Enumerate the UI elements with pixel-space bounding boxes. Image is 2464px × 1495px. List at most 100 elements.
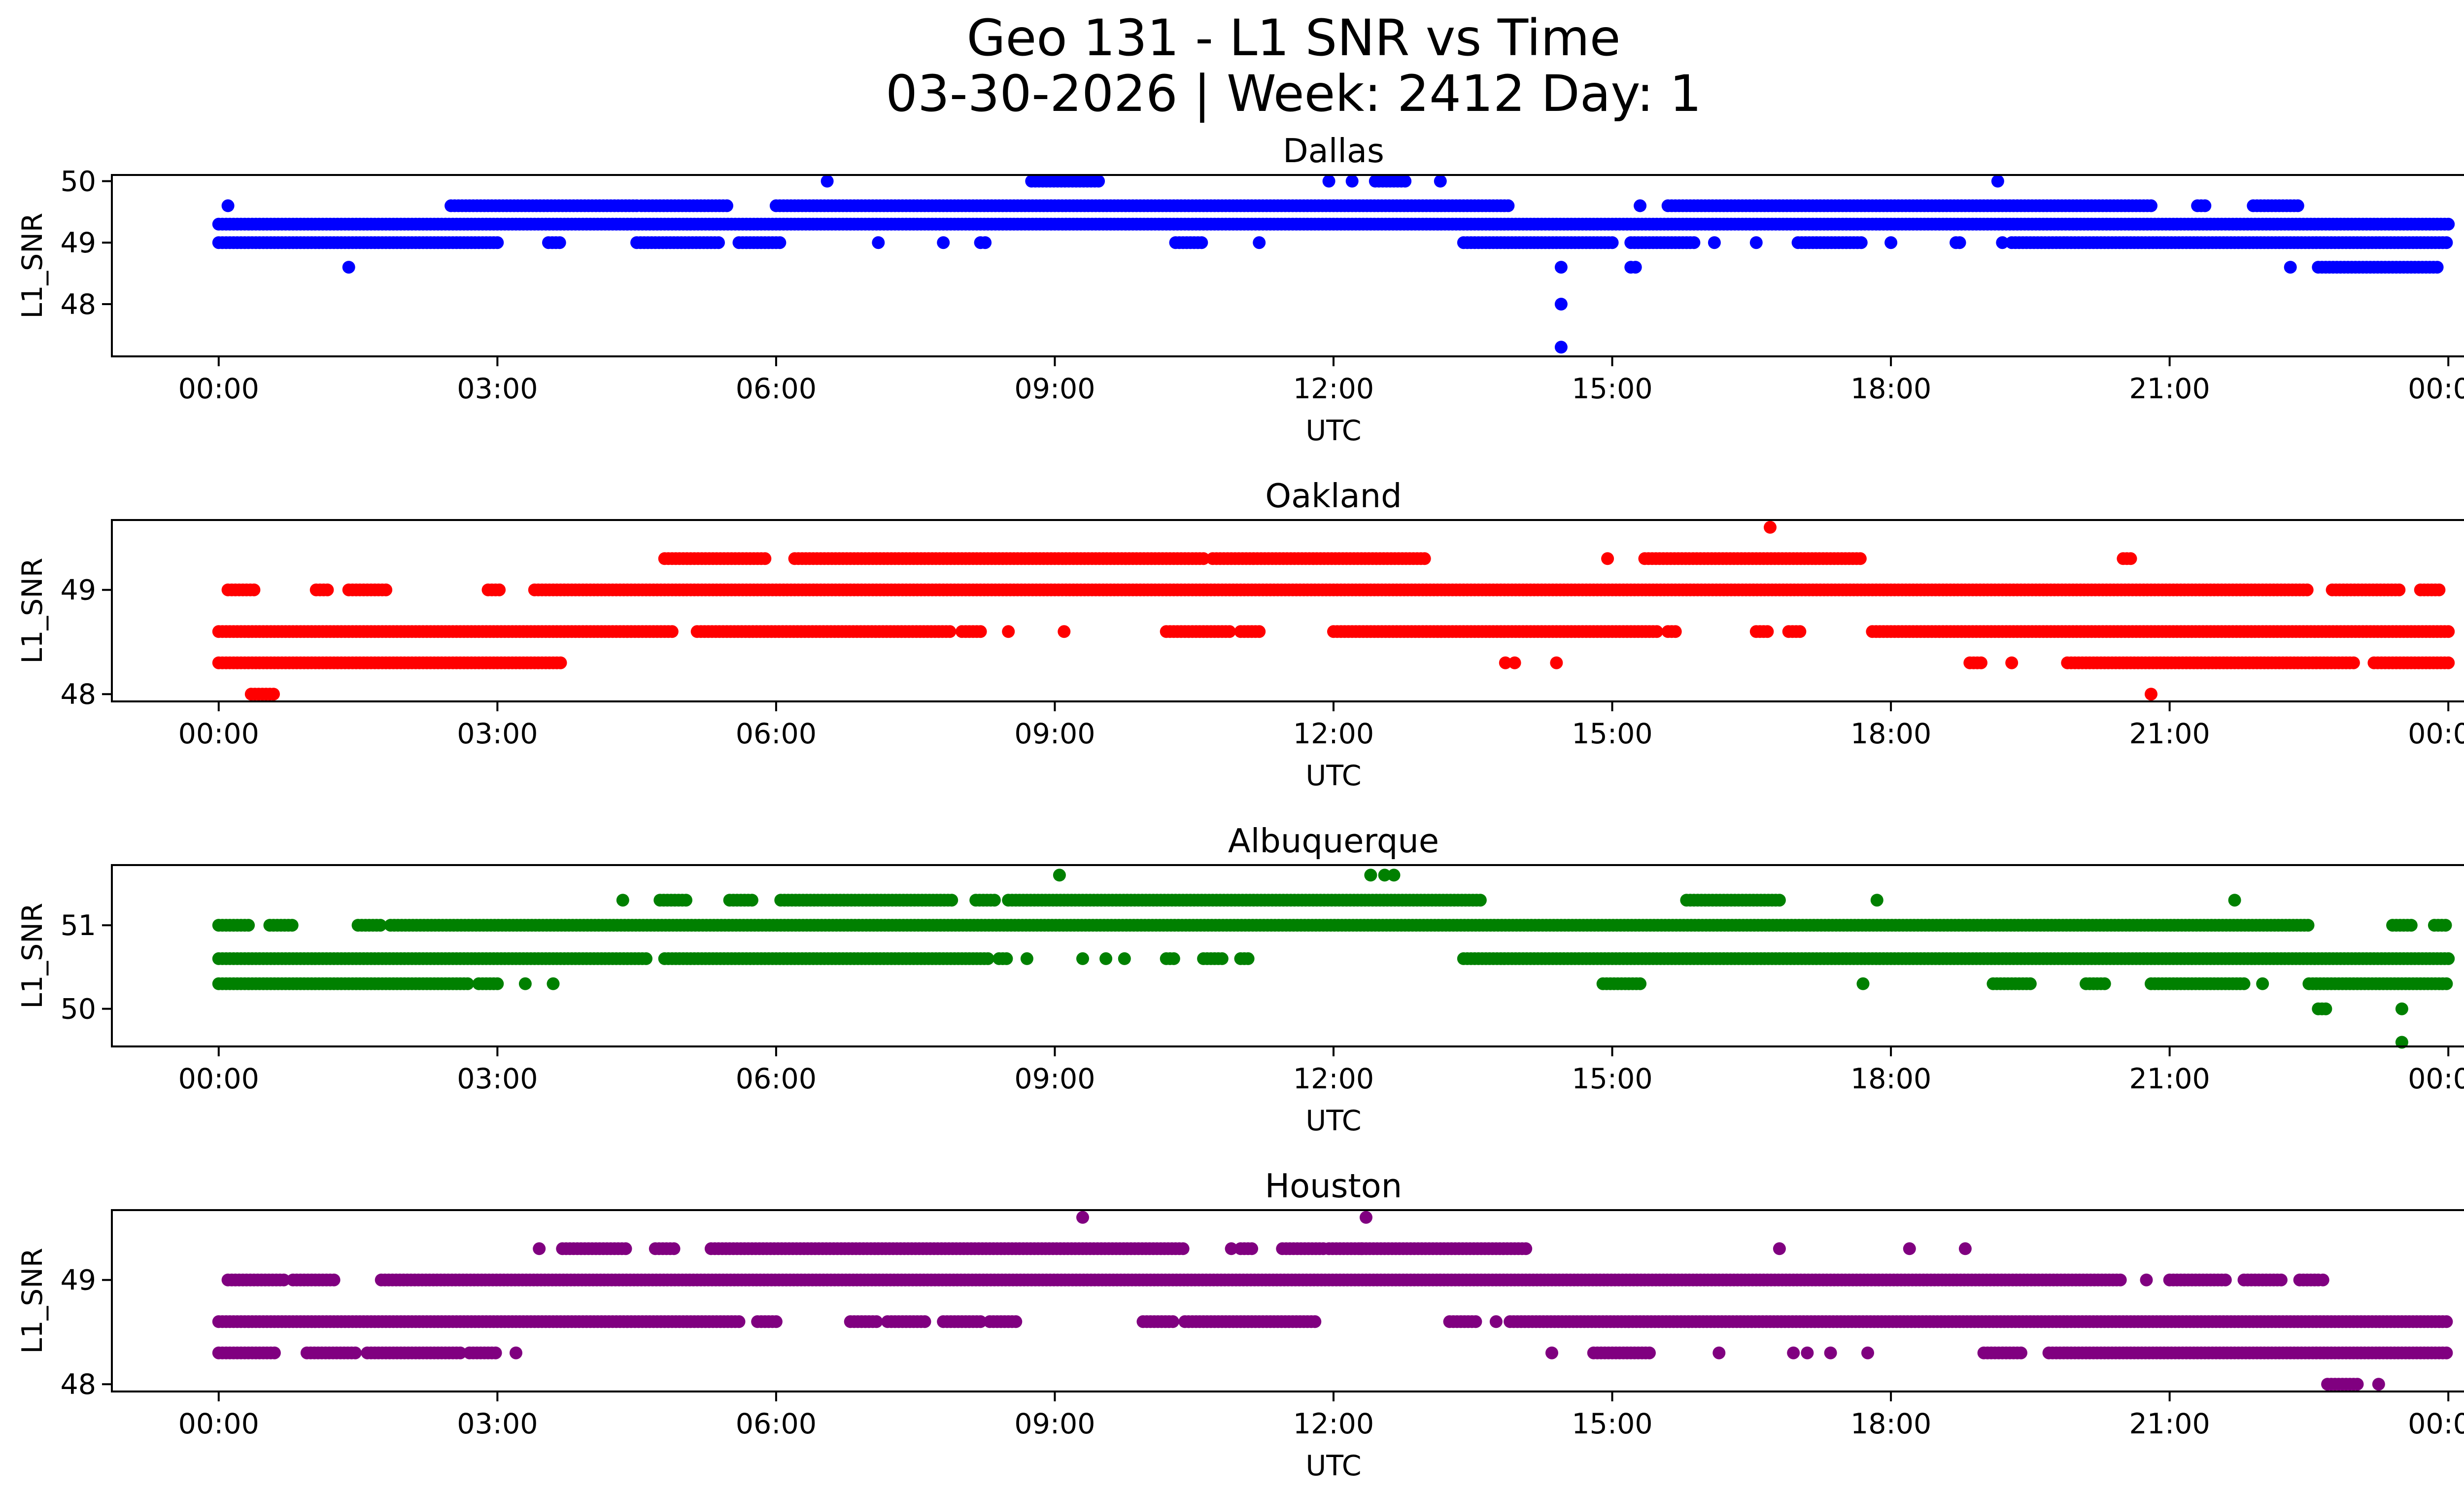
data-point	[491, 236, 504, 249]
data-point	[1099, 952, 1113, 965]
x-axis-label: UTC	[1306, 760, 1362, 792]
data-point	[2442, 656, 2455, 669]
plot-title: Houston	[1265, 1167, 1402, 1205]
data-point	[1241, 952, 1255, 965]
data-point	[1009, 1315, 1023, 1328]
data-point	[489, 1346, 502, 1359]
data-point	[732, 1315, 746, 1328]
data-point	[1953, 236, 1966, 249]
data-point	[1853, 552, 1867, 565]
plot-title: Dallas	[1283, 132, 1384, 170]
data-point	[379, 583, 393, 596]
data-point	[769, 1315, 783, 1328]
data-point	[988, 894, 1001, 907]
data-point	[1761, 625, 1774, 638]
data-point	[1058, 625, 1071, 638]
x-tick-label: 09:00	[1014, 1063, 1095, 1095]
data-point	[2440, 236, 2453, 249]
data-point	[321, 583, 334, 596]
data-point	[1687, 236, 1701, 249]
data-point	[665, 625, 679, 638]
data-point	[2228, 894, 2241, 907]
data-point	[268, 1346, 281, 1359]
data-point	[242, 919, 255, 932]
data-point	[2256, 977, 2269, 990]
data-point	[872, 236, 885, 249]
data-point	[1223, 625, 1236, 638]
y-tick-label: 49	[60, 227, 96, 259]
x-tick-label: 00:00	[178, 718, 259, 750]
data-point	[342, 261, 355, 274]
data-point	[2198, 199, 2212, 212]
data-point	[870, 1315, 883, 1328]
data-point	[1118, 952, 1131, 965]
data-point	[247, 583, 261, 596]
data-point	[1020, 952, 1033, 965]
data-point	[2439, 919, 2452, 932]
data-point	[1749, 236, 1763, 249]
x-tick-label: 15:00	[1572, 718, 1652, 750]
x-tick-label: 09:00	[1014, 718, 1095, 750]
data-point	[1195, 236, 1208, 249]
data-point	[1991, 174, 2004, 188]
data-point	[491, 977, 504, 990]
x-tick-label: 00:00	[2408, 718, 2464, 750]
x-tick-label: 12:00	[1293, 718, 1374, 750]
data-point	[518, 977, 532, 990]
x-tick-label: 12:00	[1293, 1063, 1374, 1095]
data-point	[1884, 236, 1898, 249]
scatter-series	[212, 174, 2455, 354]
y-tick-label: 51	[60, 909, 96, 942]
data-point	[758, 552, 772, 565]
data-point	[1473, 894, 1487, 907]
data-point	[2023, 977, 2037, 990]
data-point	[1076, 952, 1089, 965]
data-point	[2145, 199, 2157, 212]
data-point	[1053, 869, 1066, 882]
plot-title: Oakland	[1265, 477, 1402, 515]
x-tick-label: 00:00	[178, 373, 259, 405]
data-point	[1399, 174, 1412, 188]
y-axis-label: L1_SNR	[16, 903, 49, 1009]
data-point	[1197, 552, 1210, 565]
data-point	[680, 894, 692, 907]
x-tick-label: 00:00	[178, 1063, 259, 1095]
y-tick-label: 49	[60, 574, 96, 607]
x-tick-label: 06:00	[736, 373, 817, 405]
data-point	[2284, 261, 2297, 274]
data-point	[348, 1346, 362, 1359]
x-axis-label: UTC	[1306, 415, 1362, 447]
data-point	[1856, 977, 1870, 990]
data-point	[1708, 236, 1721, 249]
data-point	[547, 977, 560, 990]
data-point	[1554, 298, 1568, 311]
data-point	[2432, 583, 2446, 596]
x-tick-label: 09:00	[1014, 373, 1095, 405]
data-point	[1773, 894, 1786, 907]
data-point	[2237, 977, 2251, 990]
data-point	[1000, 952, 1013, 965]
data-point	[937, 236, 950, 249]
data-point	[1854, 236, 1868, 249]
data-point	[773, 236, 787, 249]
x-tick-label: 15:00	[1572, 1063, 1652, 1095]
data-point	[2430, 261, 2444, 274]
data-point	[1508, 656, 1521, 669]
data-point	[1629, 261, 1642, 274]
data-point	[1502, 199, 1515, 212]
x-tick-label: 00:00	[2408, 1063, 2464, 1095]
x-tick-label: 00:00	[2408, 373, 2464, 405]
data-point	[1253, 236, 1266, 249]
data-point	[1764, 521, 1777, 534]
data-point	[1434, 174, 1447, 188]
x-tick-label: 21:00	[2129, 1063, 2210, 1095]
x-tick-label: 21:00	[2129, 373, 2210, 405]
data-point	[1167, 952, 1180, 965]
data-point	[821, 174, 834, 188]
data-point	[1469, 1315, 1482, 1328]
data-point	[285, 919, 299, 932]
x-tick-label: 06:00	[736, 1063, 817, 1095]
x-tick-label: 21:00	[2129, 718, 2210, 750]
